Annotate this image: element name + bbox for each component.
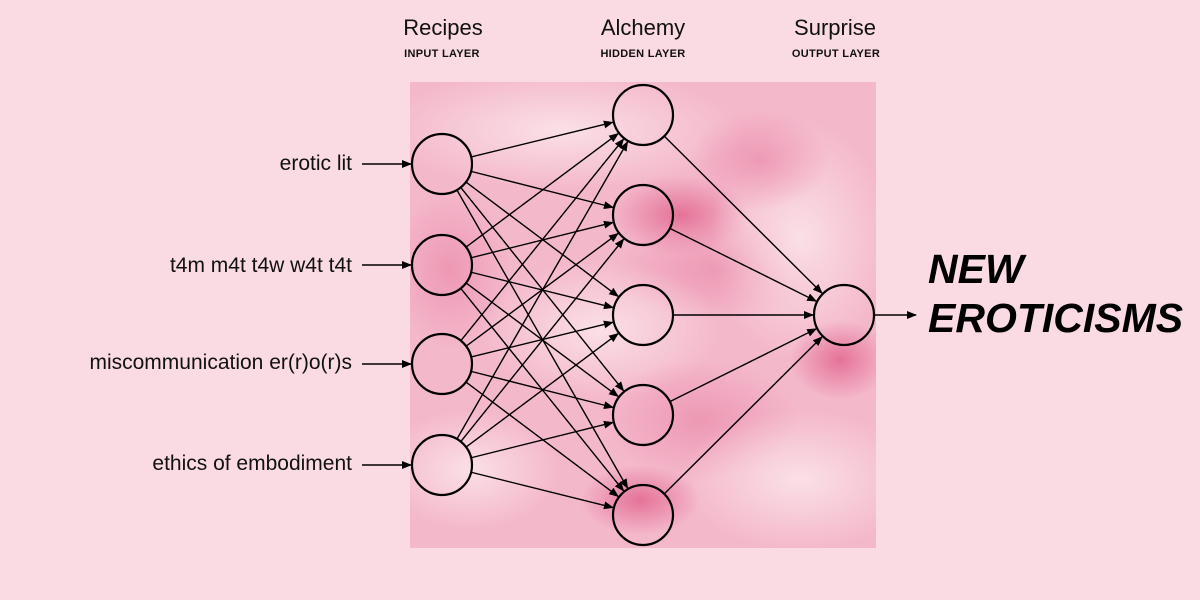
input-hidden-edge [470, 170, 614, 210]
input-node [410, 233, 474, 297]
input-layer-subtitle: INPUT LAYER [404, 48, 480, 60]
output-label-line-2: EROTICISMS [928, 295, 1183, 341]
hidden-output-edge [663, 336, 823, 495]
hidden-node [611, 483, 675, 547]
input-hidden-edge [465, 332, 619, 448]
hidden-node [611, 383, 675, 447]
input-label: t4m m4t t4w w4t t4t [170, 254, 352, 277]
output-layer-title: Surprise [794, 15, 876, 40]
hidden-node [611, 183, 675, 247]
input-hidden-edge [456, 141, 629, 440]
input-hidden-edge [460, 238, 625, 443]
nodes [410, 83, 876, 547]
input-node [410, 332, 474, 396]
hidden-node [611, 83, 675, 147]
hidden-output-edge [669, 328, 818, 403]
input-hidden-edge [470, 370, 614, 410]
input-layer-title: Recipes [403, 15, 482, 40]
hidden-layer-title: Alchemy [601, 15, 685, 40]
input-hidden-edge [470, 471, 614, 510]
input-label: ethics of embodiment [152, 452, 352, 475]
connections [362, 120, 917, 510]
input-node [410, 132, 474, 196]
hidden-layer-subtitle: HIDDEN LAYER [600, 48, 685, 60]
input-hidden-edge [470, 120, 614, 158]
input-hidden-edge [460, 138, 625, 342]
input-hidden-edge [465, 132, 619, 248]
input-hidden-edge [465, 381, 620, 497]
input-label: miscommunication er(r)o(r)s [89, 351, 352, 374]
input-hidden-edge [470, 420, 614, 459]
output-layer-subtitle: OUTPUT LAYER [792, 48, 880, 60]
hidden-node [611, 283, 675, 347]
output-label-line-1: NEW [928, 246, 1027, 292]
hidden-output-edge [669, 227, 818, 302]
input-label: erotic lit [280, 152, 353, 175]
input-node [410, 433, 474, 497]
output-node [812, 283, 876, 347]
hidden-output-edge [663, 135, 823, 294]
